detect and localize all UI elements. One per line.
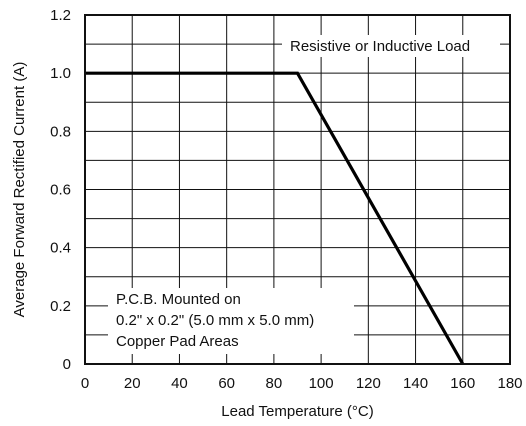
y-tick-label: 0.4: [50, 240, 71, 257]
plot-frame: [84, 14, 511, 365]
y-tick-label: 0.6: [50, 182, 71, 199]
x-tick-label: 120: [356, 375, 381, 392]
x-tick-label: 180: [497, 375, 522, 392]
y-tick-label: 0.2: [50, 298, 71, 315]
x-tick-label: 140: [403, 375, 428, 392]
y-tick-label: 1.2: [50, 7, 71, 24]
y-tick-label: 1.0: [50, 65, 71, 82]
x-tick-label: 160: [450, 375, 475, 392]
mounting-annotation-line-3: Copper Pad Areas: [116, 333, 239, 350]
x-axis-title: Lead Temperature (°C): [221, 403, 373, 420]
y-tick-label: 0: [63, 356, 71, 373]
x-tick-label: 20: [124, 375, 141, 392]
mounting-annotation-line-1: P.C.B. Mounted on: [116, 291, 241, 308]
x-tick-label: 60: [218, 375, 235, 392]
load-annotation-box: [282, 35, 500, 57]
series-layer: [85, 71, 465, 365]
y-tick-labels: 0 0.2 0.4 0.6 0.8 1.0 1.2: [50, 7, 71, 373]
x-tick-labels: 0 20 40 60 80 100 120 140 160 180: [81, 375, 523, 392]
load-annotation: Resistive or Inductive Load: [290, 38, 470, 55]
x-tick-label: 0: [81, 375, 89, 392]
x-tick-label: 100: [309, 375, 334, 392]
mounting-annotation-line-2: 0.2" x 0.2" (5.0 mm x 5.0 mm): [116, 312, 314, 329]
y-tick-label: 0.8: [50, 123, 71, 140]
x-tick-label: 80: [266, 375, 283, 392]
derating-curve: [85, 71, 465, 365]
y-axis-title: Average Forward Rectified Current (A): [11, 62, 28, 318]
mounting-annotation-box: [108, 288, 354, 354]
x-tick-label: 40: [171, 375, 188, 392]
